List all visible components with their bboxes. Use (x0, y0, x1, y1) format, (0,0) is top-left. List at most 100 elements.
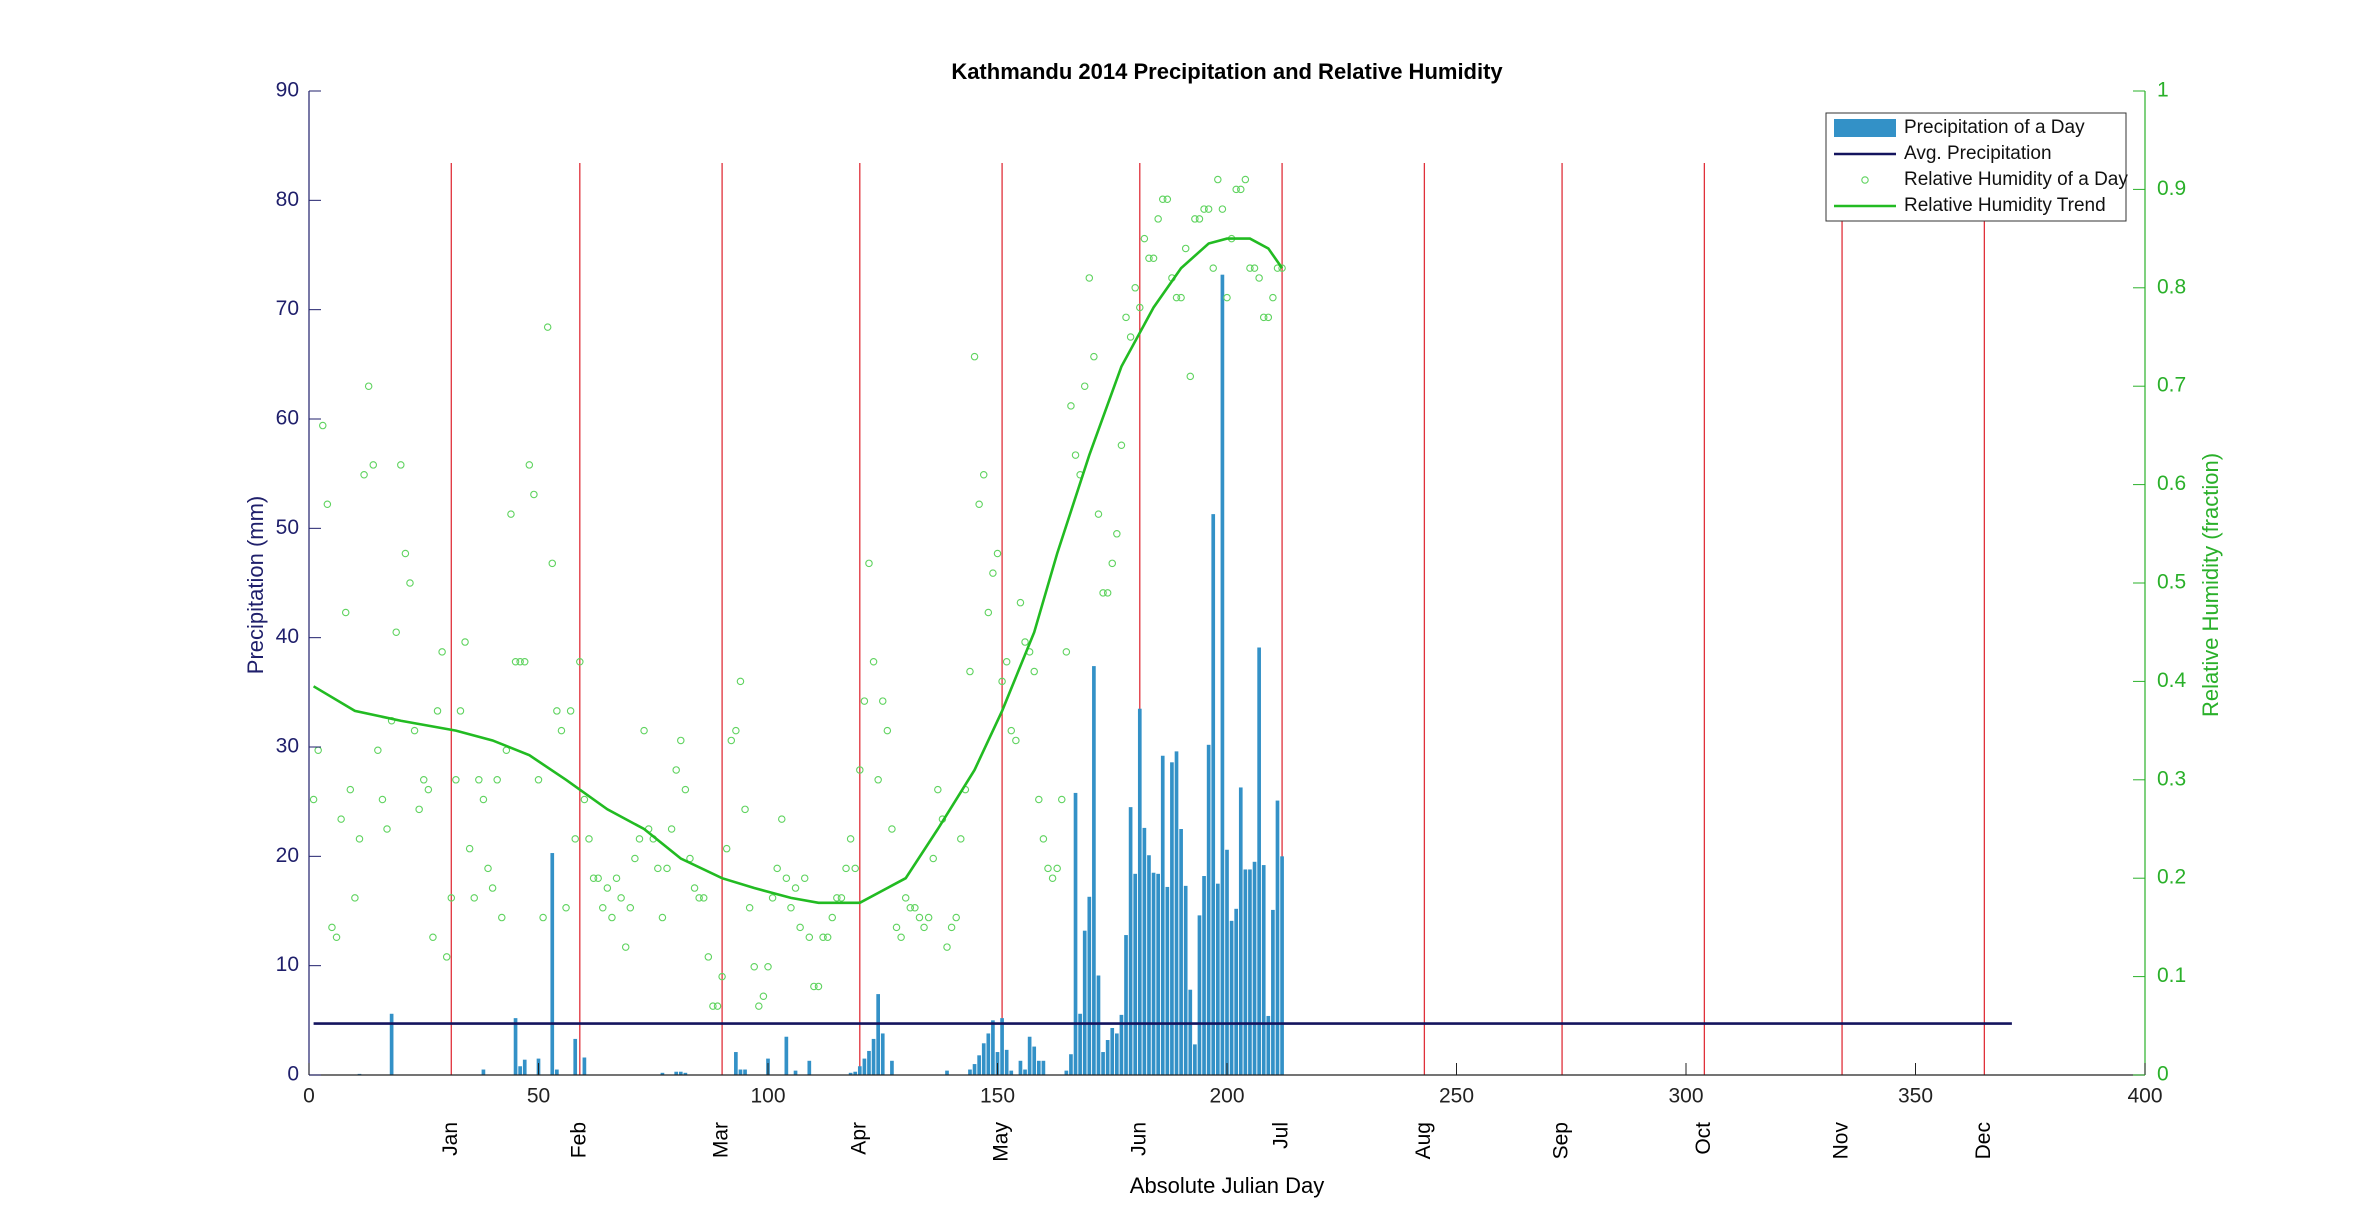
humidity-point (906, 903, 915, 912)
humidity-point (947, 923, 956, 932)
humidity-point (1163, 195, 1172, 203)
x-tick-label: 50 (527, 1085, 550, 1108)
bar (1023, 1069, 1027, 1075)
humidity-point (732, 726, 740, 735)
bar (862, 1058, 867, 1075)
bar (1211, 514, 1216, 1075)
humidity-point (415, 805, 423, 814)
humidity-point (952, 913, 960, 922)
bar (1092, 666, 1096, 1075)
bar (1248, 869, 1252, 1075)
bar (1252, 861, 1257, 1075)
humidity-point (860, 697, 869, 705)
humidity-point (626, 903, 635, 912)
humidity-point (599, 903, 607, 912)
y2-tick-label: 0.8 (2157, 275, 2186, 298)
bar (1266, 1015, 1271, 1075)
bar (867, 1050, 871, 1075)
bar (848, 1072, 853, 1075)
bar (1119, 1014, 1124, 1075)
legend-label: Relative Humidity of a Day (1904, 169, 2128, 190)
bar (1193, 1044, 1197, 1075)
bar (853, 1071, 858, 1075)
bar (1165, 886, 1170, 1075)
humidity-point (534, 776, 543, 784)
humidity-point (309, 795, 318, 804)
y2-tick-label: 0 (2157, 1063, 2169, 1086)
humidity-point (934, 785, 942, 794)
humidity-point (1067, 402, 1075, 410)
bar (876, 994, 880, 1075)
humidity-point (778, 815, 786, 823)
bar (991, 1020, 995, 1075)
humidity-point (1140, 234, 1149, 243)
line (312, 237, 1284, 905)
humidity-point (507, 510, 515, 518)
humidity-point (493, 776, 501, 784)
humidity-point (442, 953, 451, 961)
bar (1202, 876, 1206, 1075)
humidity-point (456, 707, 465, 715)
humidity-point (842, 864, 850, 873)
humidity-point (364, 382, 373, 390)
humidity-point (1223, 293, 1231, 302)
humidity-point (727, 736, 736, 745)
humidity-point (1117, 441, 1126, 449)
y2-tick-label: 0.1 (2157, 964, 2186, 987)
humidity-point (695, 894, 703, 902)
bar (1220, 274, 1225, 1075)
bar (1238, 787, 1243, 1075)
humidity-point (800, 874, 809, 882)
humidity-point (433, 707, 442, 715)
humidity-point (383, 825, 391, 833)
humidity-point (337, 815, 345, 823)
humidity-point (892, 923, 901, 932)
bar (807, 1060, 812, 1075)
humidity-point (640, 726, 648, 735)
month-label: Oct (1692, 1122, 1715, 1155)
humidity-point (924, 913, 933, 922)
humidity-point (810, 982, 818, 991)
humidity-point (498, 913, 506, 922)
humidity-point (525, 461, 534, 469)
y2-tick-label: 0.3 (2157, 767, 2186, 790)
humidity-point (1080, 382, 1089, 390)
humidity-point (1012, 736, 1020, 745)
humidity-point (911, 903, 919, 912)
bar (1018, 1060, 1023, 1075)
humidity-point (429, 933, 437, 941)
humidity-point (539, 913, 547, 922)
humidity-point (768, 894, 777, 902)
humidity-point (1136, 303, 1144, 312)
bar (1087, 896, 1092, 1075)
humidity-point (1062, 648, 1071, 656)
bar (1170, 762, 1174, 1075)
bar (1096, 975, 1101, 1075)
bar (573, 1038, 578, 1075)
humidity-point (998, 677, 1006, 686)
humidity-point (943, 943, 951, 951)
humidity-point (424, 785, 433, 794)
chart-title: Kathmandu 2014 Precipitation and Relativ… (951, 59, 1503, 84)
humidity-point (1039, 835, 1048, 843)
humidity-point (970, 352, 979, 361)
humidity-point (332, 933, 341, 941)
humidity-point (608, 913, 616, 922)
humidity-point (722, 844, 731, 853)
humidity-point (566, 707, 575, 715)
bar (389, 1013, 394, 1075)
x-tick-label: 350 (1898, 1085, 1933, 1108)
bar (890, 1060, 894, 1075)
humidity-point (360, 471, 368, 479)
bar (678, 1071, 683, 1075)
bar (1271, 909, 1275, 1075)
bar (1064, 1070, 1069, 1075)
humidity-point (1158, 195, 1167, 203)
humidity-point (833, 894, 841, 902)
humidity-point (819, 933, 827, 941)
humidity-point (557, 726, 566, 735)
humidity-point (846, 835, 855, 843)
bar (582, 1057, 587, 1075)
humidity-point (1232, 185, 1240, 194)
humidity-point (484, 864, 492, 873)
